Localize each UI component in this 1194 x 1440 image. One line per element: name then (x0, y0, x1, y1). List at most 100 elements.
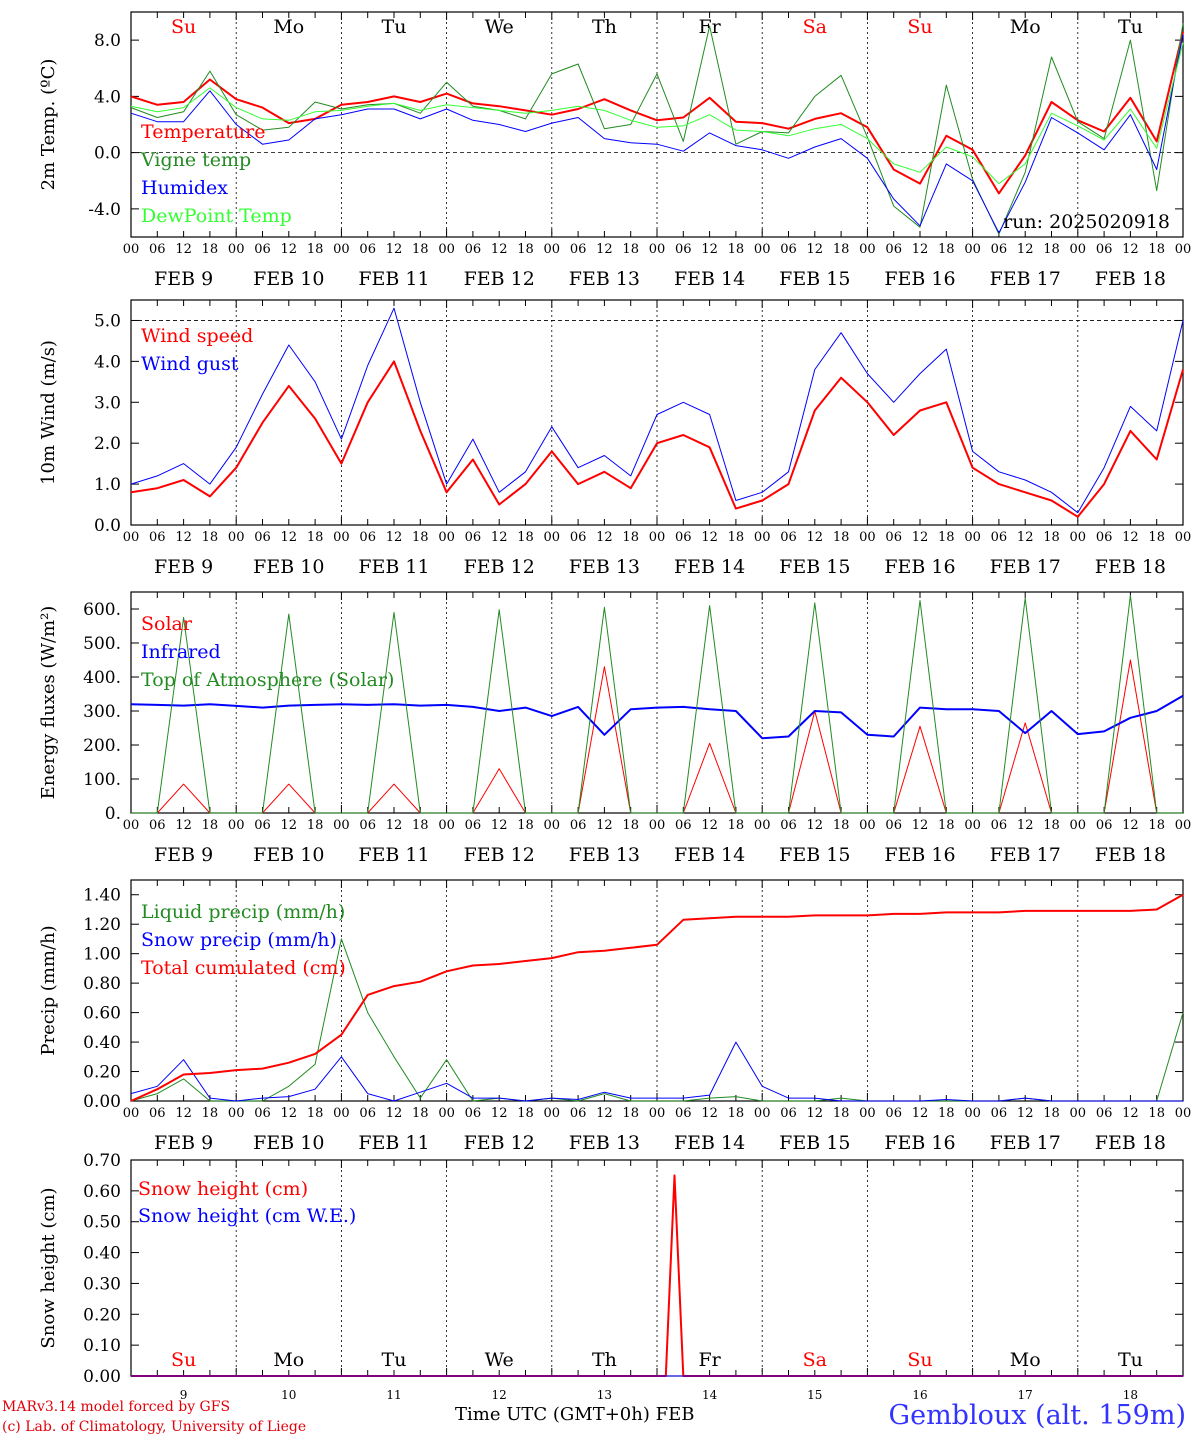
hour-tick-label: 06 (570, 818, 587, 833)
hour-tick-label: 18 (728, 818, 745, 833)
legend-entry: Liquid precip (mm/h) (141, 901, 345, 923)
hour-tick-label: 12 (281, 1106, 298, 1121)
hour-tick-label: 00 (228, 242, 245, 257)
y-tick-label: 0.10 (83, 1336, 121, 1356)
panel-4: 0.00 0.20 0.40 0.60 0.80 1.00 1.20 1.40 Precip (… (38, 879, 1191, 1154)
day-number-label: 10 (281, 1388, 296, 1402)
hour-tick-label: 06 (254, 530, 271, 545)
hour-tick-label: 06 (570, 530, 587, 545)
date-label: FEB 18 (1095, 268, 1166, 290)
weekday-label: Sa (803, 1349, 827, 1371)
weekday-label: Tu (382, 1349, 407, 1371)
hour-tick-label: 00 (649, 530, 666, 545)
hour-tick-label: 00 (754, 1106, 771, 1121)
weekday-label: Tu (382, 16, 407, 38)
date-label: FEB 15 (779, 1132, 850, 1154)
date-label: FEB 13 (569, 268, 640, 290)
hour-tick-label: 00 (964, 530, 981, 545)
panel-2: 0.0 1.0 2.0 3.0 4.0 5.0 10m Wind (m/s) Wind spe… (38, 299, 1191, 578)
hour-tick-label: 12 (175, 242, 192, 257)
hour-tick-label: 00 (123, 530, 140, 545)
hour-tick-label: 12 (491, 530, 508, 545)
hour-tick-label: 06 (359, 1106, 376, 1121)
weekday-label: Su (907, 16, 932, 38)
hour-tick-label: 06 (991, 242, 1008, 257)
y-tick-label: 0.40 (83, 1033, 121, 1053)
y-axis-title: Energy fluxes (W/m²) (38, 606, 59, 800)
hour-tick-label: 00 (649, 818, 666, 833)
date-label: FEB 17 (990, 268, 1061, 290)
hour-tick-label: 18 (412, 818, 429, 833)
hour-tick-label: 00 (754, 242, 771, 257)
hour-tick-label: 18 (307, 242, 324, 257)
hour-tick-label: 06 (780, 530, 797, 545)
panel-3: 0. 100. 200. 300. 400. 500. 600. Energy fluxes … (38, 591, 1191, 866)
hour-tick-label: 12 (807, 530, 824, 545)
hour-tick-label: 00 (754, 818, 771, 833)
run-annotation: run: 2025020918 (1003, 211, 1170, 233)
hour-tick-label: 00 (438, 242, 455, 257)
hour-tick-label: 18 (202, 1106, 219, 1121)
y-axis-title: 10m Wind (m/s) (38, 340, 59, 485)
date-label: FEB 12 (464, 1132, 535, 1154)
hour-tick-label: 12 (386, 818, 403, 833)
weekday-label: Sa (803, 16, 827, 38)
hour-tick-label: 00 (544, 818, 561, 833)
hour-tick-label: 12 (1122, 242, 1139, 257)
hour-tick-label: 06 (254, 242, 271, 257)
hour-tick-label: 06 (254, 818, 271, 833)
hour-tick-label: 18 (517, 530, 534, 545)
date-label: FEB 17 (990, 556, 1061, 578)
x-axis-label: Time UTC (GMT+0h) FEB (455, 1404, 695, 1425)
weekday-label: Tu (1118, 16, 1143, 38)
y-tick-label: 1.40 (83, 886, 121, 906)
y-tick-label: -4.0 (88, 200, 121, 220)
date-label: FEB 18 (1095, 844, 1166, 866)
weekday-label: Th (592, 16, 617, 38)
y-tick-label: 5.0 (94, 311, 121, 331)
hour-tick-label: 12 (596, 818, 613, 833)
hour-tick-label: 00 (1070, 1106, 1087, 1121)
hour-tick-label: 00 (333, 242, 350, 257)
hour-tick-label: 00 (228, 1106, 245, 1121)
hour-tick-label: 18 (412, 530, 429, 545)
date-label: FEB 16 (884, 556, 955, 578)
lab-credit: (c) Lab. of Climatology, University of L… (2, 1419, 307, 1435)
hour-tick-label: 06 (570, 1106, 587, 1121)
date-label: FEB 11 (358, 1132, 429, 1154)
hour-tick-label: 18 (833, 530, 850, 545)
hour-tick-label: 12 (175, 530, 192, 545)
hour-tick-label: 06 (675, 530, 692, 545)
day-number-label: 13 (597, 1388, 612, 1402)
date-label: FEB 12 (464, 268, 535, 290)
hour-tick-label: 18 (622, 242, 639, 257)
hour-tick-label: 00 (649, 1106, 666, 1121)
day-number-label: 18 (1123, 1388, 1138, 1402)
hour-tick-label: 12 (281, 818, 298, 833)
date-label: FEB 11 (358, 556, 429, 578)
y-axis-title: Precip (mm/h) (38, 925, 59, 1055)
hour-tick-label: 18 (1043, 818, 1060, 833)
hour-tick-label: 00 (438, 818, 455, 833)
weekday-label: Su (907, 1349, 932, 1371)
y-tick-label: 0.0 (94, 516, 121, 536)
hour-tick-label: 06 (991, 818, 1008, 833)
hour-tick-label: 12 (1017, 242, 1034, 257)
date-label: FEB 11 (358, 268, 429, 290)
day-number-label: 14 (702, 1388, 718, 1402)
hour-tick-label: 06 (991, 530, 1008, 545)
hour-tick-label: 06 (465, 530, 482, 545)
hour-tick-label: 06 (675, 242, 692, 257)
day-number-label: 12 (492, 1388, 507, 1402)
y-axis-title: 2m Temp. (ºC) (38, 59, 59, 191)
hour-tick-label: 06 (885, 1106, 902, 1121)
day-number-label: 16 (912, 1388, 927, 1402)
date-label: FEB 13 (569, 1132, 640, 1154)
hour-tick-label: 06 (780, 242, 797, 257)
date-label: FEB 14 (674, 556, 745, 578)
y-tick-label: 1.00 (83, 945, 121, 965)
date-label: FEB 10 (253, 1132, 324, 1154)
hour-tick-label: 18 (622, 530, 639, 545)
hour-tick-label: 18 (1148, 818, 1165, 833)
